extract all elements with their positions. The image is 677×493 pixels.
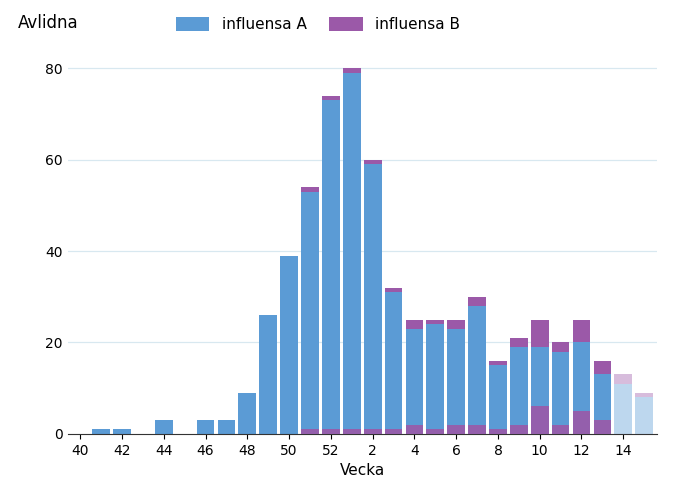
Bar xyxy=(510,347,527,434)
Bar xyxy=(385,429,402,434)
Bar xyxy=(197,420,215,434)
Bar xyxy=(594,420,611,434)
Bar xyxy=(364,160,382,164)
Legend: influensa A, influensa B: influensa A, influensa B xyxy=(169,10,466,38)
Bar xyxy=(615,384,632,434)
Bar xyxy=(552,424,569,434)
Bar xyxy=(343,69,361,73)
Bar xyxy=(573,319,590,343)
Bar xyxy=(635,393,653,397)
Bar xyxy=(406,319,423,329)
Bar xyxy=(427,319,444,324)
Bar xyxy=(635,397,653,434)
Bar xyxy=(615,375,632,384)
Bar xyxy=(301,192,319,434)
Bar xyxy=(301,187,319,192)
Bar xyxy=(259,315,277,434)
Bar xyxy=(573,411,590,434)
X-axis label: Vecka: Vecka xyxy=(340,463,385,478)
Bar xyxy=(468,306,486,434)
Bar xyxy=(489,365,507,434)
Bar xyxy=(531,319,548,347)
Bar xyxy=(594,375,611,434)
Bar xyxy=(322,100,340,434)
Bar xyxy=(573,343,590,434)
Bar xyxy=(343,429,361,434)
Bar xyxy=(406,424,423,434)
Bar xyxy=(510,424,527,434)
Bar xyxy=(385,292,402,434)
Bar xyxy=(113,429,131,434)
Bar xyxy=(280,256,298,434)
Bar xyxy=(594,361,611,375)
Text: Avlidna: Avlidna xyxy=(18,14,79,32)
Bar xyxy=(92,429,110,434)
Bar xyxy=(217,420,236,434)
Bar xyxy=(364,429,382,434)
Bar xyxy=(364,164,382,434)
Bar xyxy=(510,338,527,347)
Bar xyxy=(427,429,444,434)
Bar xyxy=(531,406,548,434)
Bar xyxy=(468,297,486,306)
Bar xyxy=(489,361,507,365)
Bar xyxy=(322,96,340,100)
Bar xyxy=(427,324,444,434)
Bar xyxy=(447,424,465,434)
Bar xyxy=(406,329,423,434)
Bar xyxy=(531,347,548,434)
Bar xyxy=(468,424,486,434)
Bar xyxy=(155,420,173,434)
Bar xyxy=(552,352,569,434)
Bar xyxy=(301,429,319,434)
Bar xyxy=(489,429,507,434)
Bar xyxy=(447,319,465,329)
Bar xyxy=(238,393,256,434)
Bar xyxy=(552,343,569,352)
Bar xyxy=(385,287,402,292)
Bar xyxy=(343,73,361,434)
Bar xyxy=(322,429,340,434)
Bar xyxy=(447,329,465,434)
